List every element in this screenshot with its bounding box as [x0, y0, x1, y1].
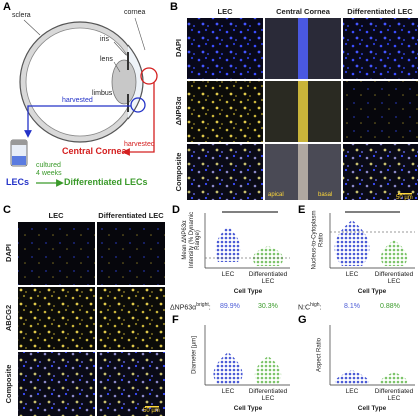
eye-diagram: [10, 17, 158, 187]
y-axis-label: Nucleus-to-Cytoplasm Ratio: [311, 210, 324, 270]
panel-label: B: [170, 1, 178, 13]
stat-label: N:Chigh:: [298, 302, 322, 312]
row-label: DAPI: [173, 39, 183, 57]
x-tick-label: Differentiated LEC: [248, 388, 288, 403]
y-axis-label: Mean ΔNP63α Intensity (% Dynamic Range): [182, 211, 202, 269]
row-label: Composite: [3, 364, 13, 404]
stat-colon: :: [319, 304, 322, 312]
label: apical: [268, 192, 284, 198]
stat-name: N:C: [298, 304, 311, 312]
panel-label: A: [3, 1, 11, 13]
x-axis-label: Cell Type: [357, 405, 387, 412]
panel-c-images: [18, 222, 165, 416]
stat-colon: :: [208, 304, 211, 312]
label: sclera: [12, 12, 31, 19]
panel-label: F: [172, 314, 179, 326]
x-tick-label: LEC: [345, 388, 359, 395]
label: harvested: [62, 97, 93, 104]
panel-label: D: [172, 204, 180, 216]
x-tick-label: Differentiated LEC: [374, 388, 414, 403]
x-tick-label: Differentiated LEC: [248, 271, 288, 286]
stat-value: 8.1%: [344, 303, 360, 310]
x-tick-label: LEC: [221, 388, 235, 395]
x-tick-label: LEC: [345, 271, 359, 278]
stat-name: ΔNP63α: [170, 304, 197, 312]
row-label: Composite: [173, 152, 183, 192]
x-axis-label: Cell Type: [233, 288, 263, 295]
column-header: LEC: [48, 211, 64, 220]
column-header: Differentiated LEC: [98, 211, 164, 220]
column-header: LEC: [217, 7, 233, 16]
label: LECs: [6, 177, 30, 187]
panel-label: E: [298, 204, 306, 216]
row-label: DAPI: [3, 244, 13, 262]
stat-value: 89.9%: [220, 303, 240, 310]
label: iris: [100, 36, 109, 43]
label: cornea: [124, 9, 146, 16]
column-header: Differentiated LEC: [347, 7, 413, 16]
label: cultured: [36, 162, 61, 169]
label: Differentiated LECs: [64, 177, 148, 187]
label: 4 weeks: [36, 170, 62, 177]
x-tick-label: LEC: [221, 271, 235, 278]
column-header: Central Cornea: [276, 7, 330, 16]
scale-bar-label: 50 µm: [396, 195, 413, 201]
stat-sup: high: [310, 302, 320, 308]
label: limbus: [92, 90, 113, 97]
label: basal: [318, 192, 333, 198]
stat-label: ΔNP63αbright:: [170, 302, 211, 312]
x-tick-label: Differentiated LEC: [374, 271, 414, 286]
swarm-plots: [204, 211, 415, 386]
scale-bar-label: 50 µm: [143, 408, 160, 414]
y-axis-label: Diameter [µm]: [191, 336, 198, 374]
y-axis-label: Aspect Ratio: [316, 337, 323, 373]
panel-label: G: [298, 314, 307, 326]
label: harvested: [124, 141, 155, 148]
label: Central Cornea: [62, 146, 127, 156]
stat-value: 0.88%: [380, 303, 400, 310]
x-axis-label: Cell Type: [233, 405, 263, 412]
panel-label: C: [3, 204, 11, 216]
row-label: ΔNP63α: [173, 96, 183, 126]
panel-b-images: [187, 18, 418, 200]
label: lens: [100, 56, 113, 63]
row-label: ABCG2: [3, 304, 13, 332]
stat-sup: bright: [196, 302, 209, 308]
stat-value: 30.3%: [258, 303, 278, 310]
x-axis-label: Cell Type: [357, 288, 387, 295]
